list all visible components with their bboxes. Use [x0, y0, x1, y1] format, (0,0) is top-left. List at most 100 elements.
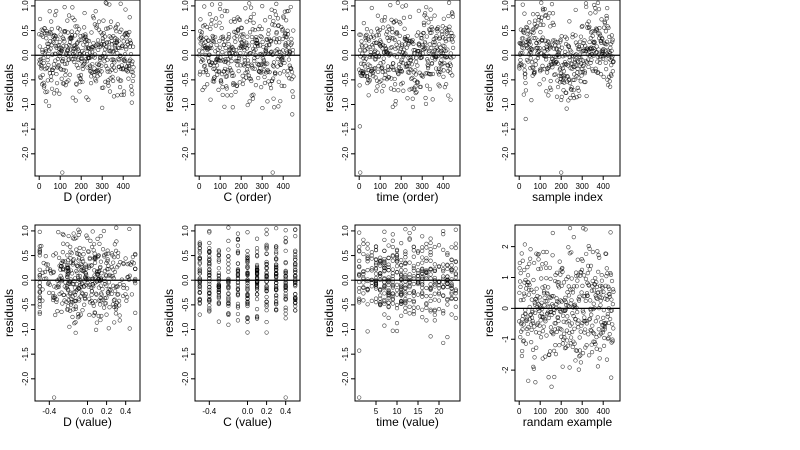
data-point [254, 236, 260, 241]
data-point [102, 296, 107, 301]
data-point [236, 17, 241, 22]
y-tick-label: -1.0 [21, 322, 30, 336]
data-point [222, 66, 228, 72]
data-point [420, 294, 425, 299]
data-point [427, 87, 433, 92]
data-point [226, 301, 231, 306]
data-point [111, 78, 116, 83]
data-point [521, 36, 526, 41]
data-point [546, 93, 551, 98]
data-point [197, 280, 202, 285]
data-point [216, 301, 221, 306]
data-point [532, 21, 537, 26]
data-point [441, 274, 446, 279]
data-point [542, 317, 548, 322]
data-point [382, 263, 387, 268]
data-point [404, 64, 409, 69]
data-point [386, 288, 391, 293]
data-point [451, 34, 456, 39]
data-point [46, 103, 52, 109]
data-point [594, 26, 599, 31]
data-point [102, 301, 107, 306]
data-point [99, 313, 104, 319]
data-point [423, 71, 428, 76]
data-point [100, 247, 106, 252]
data-point [526, 325, 531, 330]
data-point [551, 294, 556, 299]
x-axis-title: sample index [532, 190, 603, 204]
data-point [119, 92, 124, 97]
data-point [428, 252, 433, 258]
data-point [407, 87, 412, 92]
data-point [417, 49, 422, 54]
data-point [422, 46, 427, 51]
data-point [576, 298, 582, 303]
data-point [441, 284, 446, 289]
data-point [226, 298, 231, 303]
data-point [407, 285, 412, 290]
data-point [443, 39, 449, 44]
data-point [378, 302, 383, 307]
data-point [290, 48, 295, 53]
y-tick-label: 1.0 [21, 225, 30, 237]
data-point [116, 298, 122, 304]
data-point [72, 279, 77, 284]
data-point [132, 279, 137, 284]
data-point [408, 55, 413, 60]
data-point [436, 283, 442, 288]
data-point [582, 330, 587, 335]
data-point [93, 327, 99, 332]
data-point [403, 273, 408, 278]
data-point [393, 46, 398, 52]
data-point [382, 323, 387, 328]
data-point [382, 299, 387, 304]
data-point [411, 265, 416, 271]
data-point [111, 65, 116, 70]
data-point [558, 39, 563, 44]
data-point [567, 81, 573, 86]
data-point [228, 45, 233, 51]
data-point [223, 45, 228, 51]
data-point [371, 74, 376, 79]
data-point [526, 378, 531, 383]
data-point [207, 261, 212, 267]
data-point [361, 298, 366, 303]
data-point [256, 62, 262, 67]
data-point [238, 45, 244, 50]
data-point [558, 272, 563, 277]
data-point [77, 274, 83, 279]
data-point [583, 276, 589, 282]
data-point [432, 40, 437, 45]
data-point [588, 36, 593, 41]
data-point [559, 283, 564, 289]
data-point [595, 364, 601, 369]
data-point [381, 56, 386, 61]
data-point [415, 63, 420, 68]
data-point [441, 16, 446, 21]
data-point [276, 49, 282, 54]
data-point [63, 68, 68, 73]
data-point [601, 74, 606, 79]
data-point [441, 232, 446, 237]
x-axis-title: C (value) [223, 415, 272, 429]
data-point [567, 77, 572, 82]
data-point [80, 256, 85, 262]
data-point [366, 38, 372, 43]
y-tick-label: -0.5 [181, 297, 190, 311]
data-point [40, 34, 46, 39]
x-tick-label: 400 [597, 182, 611, 191]
data-point [394, 247, 400, 252]
data-point [428, 7, 433, 12]
data-point [560, 269, 565, 274]
data-point [556, 43, 561, 48]
data-point [77, 298, 82, 303]
data-point [522, 267, 527, 273]
data-point [88, 238, 93, 244]
data-point [101, 305, 107, 310]
plot-frame [34, 224, 141, 402]
data-point [235, 63, 240, 68]
data-point [420, 291, 425, 296]
data-point [415, 292, 421, 297]
data-point [382, 268, 387, 273]
data-point [65, 47, 71, 52]
